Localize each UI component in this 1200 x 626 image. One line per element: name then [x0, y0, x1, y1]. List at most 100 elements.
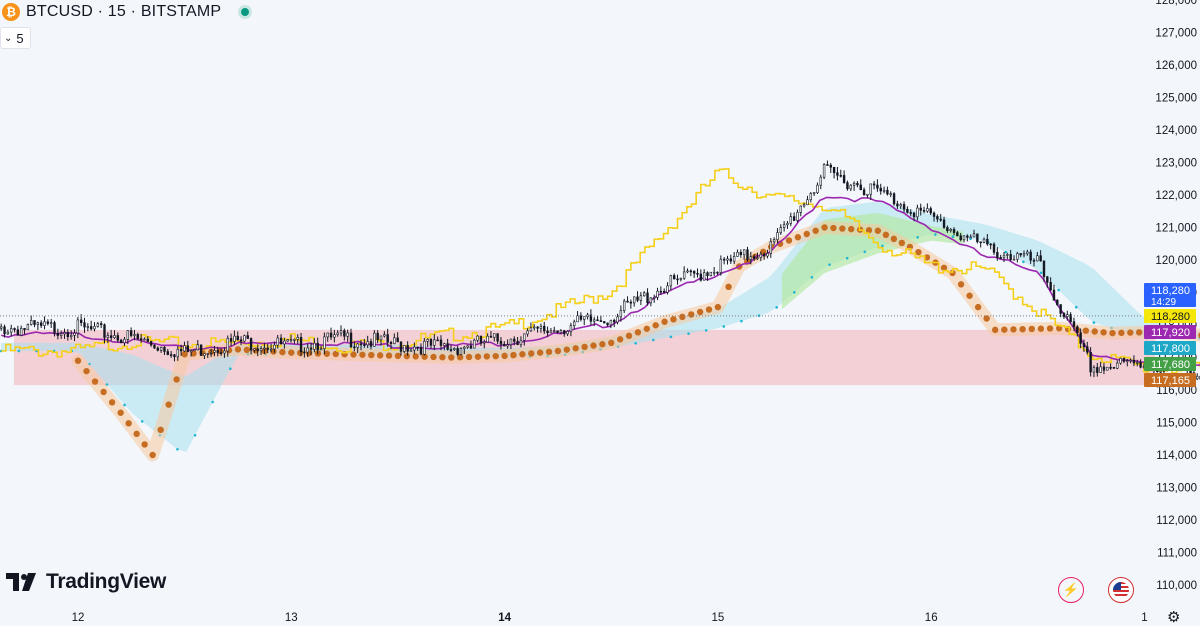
orange-dot: [359, 352, 365, 358]
candle-body: [713, 272, 715, 273]
candle-body: [177, 349, 179, 356]
interval-toggle[interactable]: ⌄ 5: [0, 27, 31, 49]
orange-dot: [1109, 330, 1115, 336]
symbol-header[interactable]: ₿ BTCUSD · 15 · BITSTAMP: [0, 0, 249, 24]
candle-body: [320, 349, 322, 350]
candle-body: [413, 347, 415, 350]
candle-body: [810, 194, 812, 200]
candle-body: [890, 194, 892, 195]
candle-body: [823, 165, 825, 178]
candle-body: [64, 333, 66, 334]
candle-body: [287, 340, 289, 341]
candle-body: [577, 316, 579, 322]
candle-body: [343, 331, 345, 337]
candle-body: [20, 328, 22, 335]
candle-body: [906, 209, 908, 212]
candle-body: [760, 254, 762, 257]
candle-body: [150, 342, 152, 345]
candle-body: [733, 256, 735, 261]
cloud-dot: [652, 339, 655, 342]
orange-dot: [466, 354, 472, 360]
cloud-dot: [194, 434, 197, 437]
candle-body: [530, 328, 532, 331]
candle-body: [154, 345, 156, 348]
candle-body: [327, 333, 329, 337]
orange-dot: [484, 353, 490, 359]
x-tick-label: 13: [285, 612, 298, 623]
candle-body: [940, 219, 942, 220]
candle-body: [460, 349, 462, 355]
cloud-dot: [1057, 289, 1060, 292]
flash-button[interactable]: ⚡: [1058, 577, 1084, 603]
candle-body: [976, 234, 978, 242]
orange-dot: [133, 431, 139, 437]
orange-dot: [883, 232, 889, 238]
candle-body: [643, 293, 645, 296]
gear-icon[interactable]: ⚙: [1167, 608, 1180, 626]
cloud-dot: [863, 250, 866, 253]
candle-body: [200, 345, 202, 356]
price-label: 117,680: [1144, 357, 1196, 371]
orange-dot: [821, 224, 827, 230]
candle-body: [893, 194, 895, 204]
candle-body: [903, 204, 905, 209]
candle-body: [803, 205, 805, 206]
candle-body: [70, 335, 72, 336]
candle-body: [946, 227, 948, 230]
orange-dot: [279, 349, 285, 355]
candle-body: [257, 349, 259, 351]
candle-body: [547, 331, 549, 333]
candle-body: [667, 286, 669, 293]
candle-body: [613, 320, 615, 322]
y-tick-label: 121,000: [1155, 223, 1197, 235]
candle-body: [407, 345, 409, 351]
orange-dot: [1010, 326, 1016, 332]
candle-body: [310, 348, 312, 349]
candle-body: [843, 175, 845, 182]
candle-body: [537, 327, 539, 328]
candle-body: [1090, 352, 1092, 372]
candle-body: [687, 271, 689, 272]
candle-body: [600, 321, 602, 322]
cloud-dot: [141, 420, 144, 423]
candle-body: [690, 271, 692, 272]
x-tick-label: 12: [72, 612, 85, 623]
candle-body: [1013, 259, 1015, 260]
candle-body: [363, 345, 365, 346]
candle-body: [313, 343, 315, 349]
candle-body: [370, 342, 372, 347]
candle-body: [873, 184, 875, 185]
candle-body: [1033, 260, 1035, 261]
candle-body: [1120, 358, 1122, 363]
candle-body: [283, 341, 285, 344]
candle-body: [190, 351, 192, 352]
region-flag-button[interactable]: [1108, 577, 1134, 603]
chevron-down-icon: ⌄: [4, 33, 12, 44]
candle-body: [973, 234, 975, 237]
candle-body: [720, 259, 722, 272]
orange-dot: [839, 225, 845, 231]
candle-body: [1110, 367, 1112, 368]
orange-dot: [617, 336, 623, 342]
y-tick-label: 120,000: [1155, 255, 1197, 267]
orange-dot: [725, 284, 731, 290]
candle-body: [793, 217, 795, 221]
candle-body: [67, 333, 69, 337]
candle-body: [920, 208, 922, 210]
candle-body: [560, 331, 562, 333]
candle-body: [737, 252, 739, 256]
candle-body: [1020, 253, 1022, 254]
cloud-dot: [722, 325, 725, 328]
candle-body: [110, 336, 112, 338]
tradingview-brand[interactable]: TradingView: [6, 570, 166, 594]
price-label-value: 118,280: [1151, 285, 1190, 297]
candle-body: [473, 340, 475, 348]
orange-dot: [149, 452, 155, 458]
cloud-dot: [229, 367, 232, 370]
bitcoin-icon: ₿: [2, 3, 20, 21]
candle-body: [763, 254, 765, 256]
orange-dot: [608, 340, 614, 346]
candle-body: [264, 348, 266, 349]
candle-body: [380, 336, 382, 340]
